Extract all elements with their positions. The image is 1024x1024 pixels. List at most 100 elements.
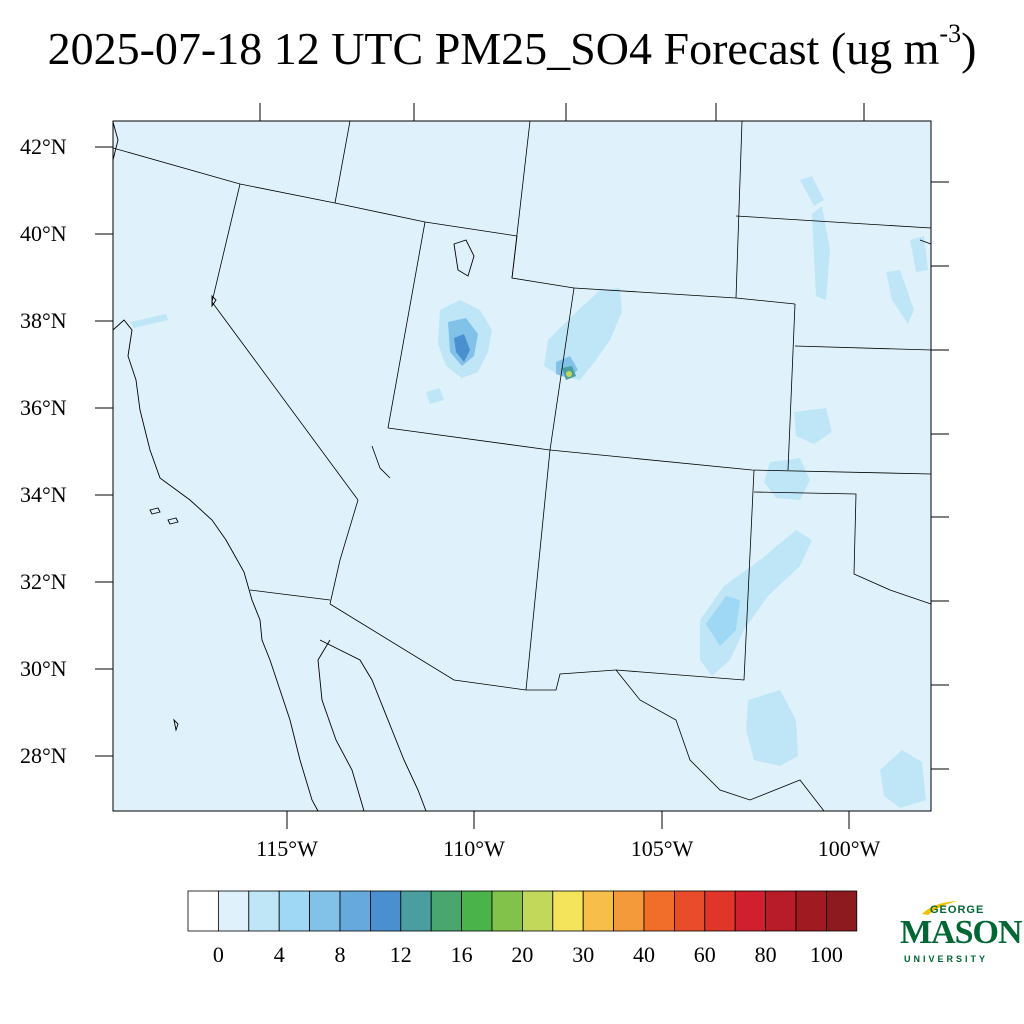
channel-island-2 <box>167 517 179 525</box>
colorbar-label-9: 80 <box>754 942 777 967</box>
lat-label-36: 36°N <box>20 395 67 420</box>
colorbar-label-4: 16 <box>450 942 473 967</box>
lat-label-40: 40°N <box>20 221 67 246</box>
plume-california-streak <box>130 314 168 328</box>
colorbar-swatch-6 <box>369 890 402 932</box>
colorbar-swatch-17 <box>704 890 736 932</box>
lat-label-30: 30°N <box>20 656 67 681</box>
guadalupe-island <box>173 718 179 732</box>
mississippi-stub <box>919 239 932 245</box>
border-idaho-wyoming <box>334 120 351 204</box>
colorbar-label-2: 8 <box>334 942 346 967</box>
border-colorado-north <box>573 287 796 305</box>
border-utah-colorado <box>549 287 575 451</box>
great-salt-lake <box>453 239 475 277</box>
channel-island-1 <box>149 507 161 515</box>
lat-label-38: 38°N <box>20 308 67 333</box>
title-superscript: -3 <box>939 18 962 48</box>
colorbar-label-8: 60 <box>693 942 716 967</box>
logo-george: GEORGE <box>930 904 985 916</box>
coastlines <box>112 121 932 812</box>
plume-kansas-east-2 <box>910 236 928 272</box>
colorbar-swatch-12 <box>552 890 584 932</box>
axis-ticks <box>95 103 949 829</box>
plume-oklahoma <box>794 408 832 444</box>
lon-label-100: 100°W <box>817 836 881 861</box>
border-wyoming-east <box>735 120 743 299</box>
plume-four-corners-max <box>566 371 572 377</box>
colorbar-swatch-8 <box>430 890 463 932</box>
colorbar-swatch-10 <box>491 890 523 932</box>
colorbar-swatch-16 <box>674 890 706 932</box>
plume-kansas-east <box>886 270 914 324</box>
plume-nebraska-streak <box>800 176 824 206</box>
plume-west-texas-core <box>706 596 740 646</box>
border-california-mexico <box>249 589 331 601</box>
lake-tahoe <box>211 294 217 308</box>
colorbar-label-3: 12 <box>389 942 412 967</box>
border-nebraska-north <box>735 215 932 229</box>
lat-label-28: 28°N <box>20 743 67 768</box>
plume-kansas-streak <box>812 206 830 300</box>
colorbar-label-0: 0 <box>212 942 224 967</box>
colorbar-swatch-5 <box>339 890 371 932</box>
lat-label-32: 32°N <box>20 569 67 594</box>
lat-label-42: 42°N <box>20 134 67 159</box>
border-wyoming-north <box>511 120 531 279</box>
border-texas-panhandle <box>753 491 932 605</box>
colorbar-label-6: 30 <box>572 942 595 967</box>
plume-big-bend <box>746 690 798 766</box>
baja-gulf-coast <box>317 639 365 812</box>
colorbar-swatch-20 <box>795 890 827 932</box>
logo-mason: MASON <box>900 914 1023 951</box>
colorbar-swatch-19 <box>765 890 797 932</box>
border-us-mexico <box>329 603 617 691</box>
lon-label-105: 105°W <box>630 836 694 861</box>
colorbar <box>187 890 858 932</box>
so4-plumes <box>130 176 928 808</box>
lon-label-115: 115°W <box>256 836 318 861</box>
plume-utah-south <box>426 388 444 404</box>
colorbar-label-1: 4 <box>273 942 285 967</box>
mainland-mexico-coast <box>319 639 427 812</box>
colorbar-swatch-3 <box>278 890 311 932</box>
colorbar-swatch-21 <box>826 890 858 932</box>
lat-label-34: 34°N <box>20 482 67 507</box>
plume-central-utah-peak <box>454 334 470 362</box>
colorado-river <box>371 445 391 479</box>
border-arizona-newmexico <box>525 449 551 691</box>
colorbar-label-5: 20 <box>511 942 534 967</box>
title-close: ) <box>961 23 977 74</box>
colorbar-label-10: 100 <box>809 942 843 967</box>
map-frame <box>112 120 932 812</box>
border-arizona-california <box>329 499 359 605</box>
colorbar-swatch-11 <box>522 890 554 932</box>
lon-label-110: 110°W <box>443 836 505 861</box>
plume-texas-panhandle <box>764 458 810 500</box>
logo-swoosh-icon <box>922 901 958 915</box>
plume-west-texas <box>700 530 812 676</box>
border-rio-grande <box>615 669 825 812</box>
border-colorado-kansas <box>787 303 796 471</box>
george-mason-logo: GEORGE MASON UNIVERSITY <box>898 900 1023 970</box>
map-background <box>113 121 931 811</box>
colorbar-swatch-2 <box>248 890 280 932</box>
border-newmexico-texas <box>615 469 755 681</box>
colorbar-swatch-9 <box>461 890 493 932</box>
plume-southeast-corner <box>880 750 926 808</box>
border-nebraska-kansas <box>794 345 932 351</box>
colorbar-swatch-7 <box>400 890 432 932</box>
california-coast <box>112 121 319 812</box>
colorbar-swatch-1 <box>217 890 250 932</box>
colorbar-swatch-18 <box>734 890 767 932</box>
map-title: 2025-07-18 12 UTC PM25_SO4 Forecast (ug … <box>0 18 1024 75</box>
colorbar-swatch-14 <box>613 890 645 932</box>
colorbar-label-7: 40 <box>633 942 655 967</box>
colorbar-swatch-13 <box>582 890 615 932</box>
colorbar-swatch-4 <box>309 890 341 932</box>
border-four-corners-south <box>387 427 932 475</box>
title-text: 2025-07-18 12 UTC PM25_SO4 Forecast (ug … <box>47 23 940 74</box>
border-nevada-utah <box>387 221 426 429</box>
logo-university: UNIVERSITY <box>904 954 989 964</box>
